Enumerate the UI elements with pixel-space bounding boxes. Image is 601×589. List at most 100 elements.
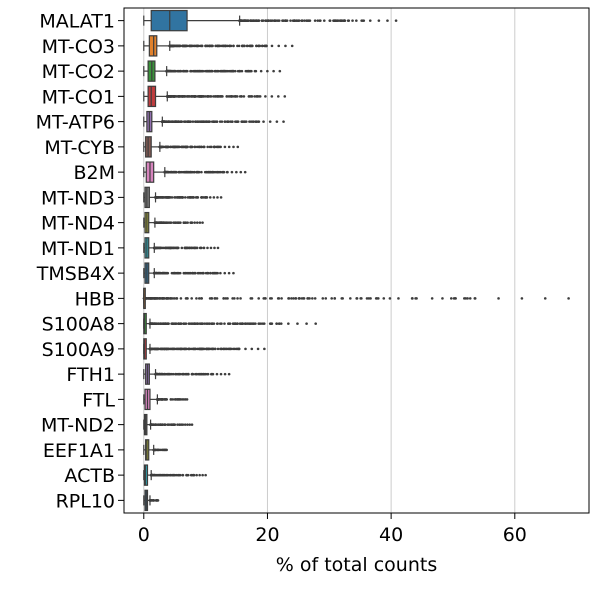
outlier-point <box>277 95 280 98</box>
outlier-point <box>216 196 219 199</box>
outlier-point <box>204 347 208 351</box>
outlier-point <box>232 271 235 275</box>
outlier-point <box>154 196 157 199</box>
outlier-point <box>225 69 228 73</box>
outlier-point <box>449 297 453 300</box>
outlier-point <box>208 322 212 325</box>
outlier-point <box>154 221 158 224</box>
outlier-point <box>153 347 156 351</box>
outlier-point <box>243 170 247 174</box>
outlier-point <box>165 69 168 73</box>
outlier-point <box>218 44 222 48</box>
outlier-point <box>250 19 254 22</box>
outlier-point <box>199 95 202 98</box>
outlier-point <box>238 19 242 22</box>
outlier-point <box>156 499 160 502</box>
outlier-point <box>192 196 195 199</box>
outlier-point <box>163 170 167 174</box>
outlier-point <box>321 297 325 300</box>
outlier-point <box>154 347 158 351</box>
outlier-point <box>186 221 189 224</box>
x-axis-label: % of total counts <box>276 554 437 576</box>
outlier-point <box>187 347 191 351</box>
outlier-point <box>473 297 477 300</box>
outlier-point <box>244 347 247 351</box>
outlier-point <box>195 170 199 174</box>
outlier-point <box>184 145 188 149</box>
outlier-point <box>236 44 239 48</box>
outlier-point <box>163 473 167 477</box>
outlier-point <box>167 69 171 73</box>
outlier-point <box>359 297 362 300</box>
outlier-point <box>193 95 196 98</box>
outlier-point <box>160 347 164 351</box>
outlier-point <box>181 423 185 426</box>
outlier-point <box>164 145 167 149</box>
outlier-point <box>208 69 211 73</box>
outlier-point <box>193 246 197 250</box>
gene-label: MT-CYB <box>44 137 115 159</box>
outlier-point <box>252 322 255 325</box>
outlier-point <box>204 473 207 477</box>
outlier-point <box>185 347 188 351</box>
outlier-point <box>175 196 179 199</box>
outlier-point <box>160 145 164 149</box>
grid-lines <box>143 8 516 513</box>
outlier-point <box>161 423 164 426</box>
box-rpl10 <box>143 489 160 512</box>
outlier-point <box>150 499 153 502</box>
outlier-point <box>227 322 230 325</box>
outlier-point <box>197 69 201 73</box>
outlier-point <box>171 347 175 351</box>
outlier-point <box>227 271 231 275</box>
box-mt-co2 <box>143 60 282 82</box>
outlier-point <box>179 69 182 73</box>
outlier-point <box>219 271 222 275</box>
box-mt-nd1 <box>143 237 220 259</box>
outlier-point <box>205 120 209 123</box>
outlier-point <box>293 19 296 22</box>
outlier-point <box>150 473 154 477</box>
outlier-point <box>203 322 207 325</box>
outlier-point <box>243 120 246 123</box>
outlier-point <box>303 19 306 22</box>
outlier-point <box>162 297 165 300</box>
outlier-point <box>226 170 229 174</box>
outlier-point <box>214 69 218 73</box>
outlier-point <box>322 19 326 22</box>
outlier-point <box>216 246 220 250</box>
outlier-point <box>213 145 217 149</box>
outlier-point <box>254 322 257 325</box>
outlier-point <box>188 271 192 275</box>
box-series <box>142 9 570 512</box>
outlier-point <box>179 297 183 300</box>
outlier-point <box>178 145 181 149</box>
outlier-point <box>219 196 223 199</box>
outlier-point <box>328 19 332 22</box>
outlier-point <box>213 347 217 351</box>
outlier-point <box>235 170 238 174</box>
outlier-point <box>184 271 187 275</box>
box-mt-nd2 <box>143 413 194 436</box>
outlier-point <box>157 423 160 426</box>
outlier-point <box>208 145 212 149</box>
gene-label: S100A8 <box>42 314 115 336</box>
outlier-point <box>388 297 392 300</box>
outlier-point <box>355 297 359 300</box>
outlier-point <box>175 246 179 250</box>
outlier-point <box>277 297 281 300</box>
outlier-point <box>163 271 167 275</box>
outlier-point <box>260 19 264 22</box>
outlier-point <box>230 95 233 98</box>
gene-label: ACTB <box>64 465 115 487</box>
outlier-point <box>199 44 202 48</box>
outlier-point <box>193 145 197 149</box>
outlier-point <box>330 297 334 300</box>
outlier-point <box>220 322 223 325</box>
outlier-point <box>198 221 202 224</box>
outlier-point <box>181 44 184 48</box>
outlier-point <box>165 297 169 300</box>
outlier-point <box>466 297 469 300</box>
outlier-point <box>255 44 258 48</box>
outlier-point <box>227 95 231 98</box>
